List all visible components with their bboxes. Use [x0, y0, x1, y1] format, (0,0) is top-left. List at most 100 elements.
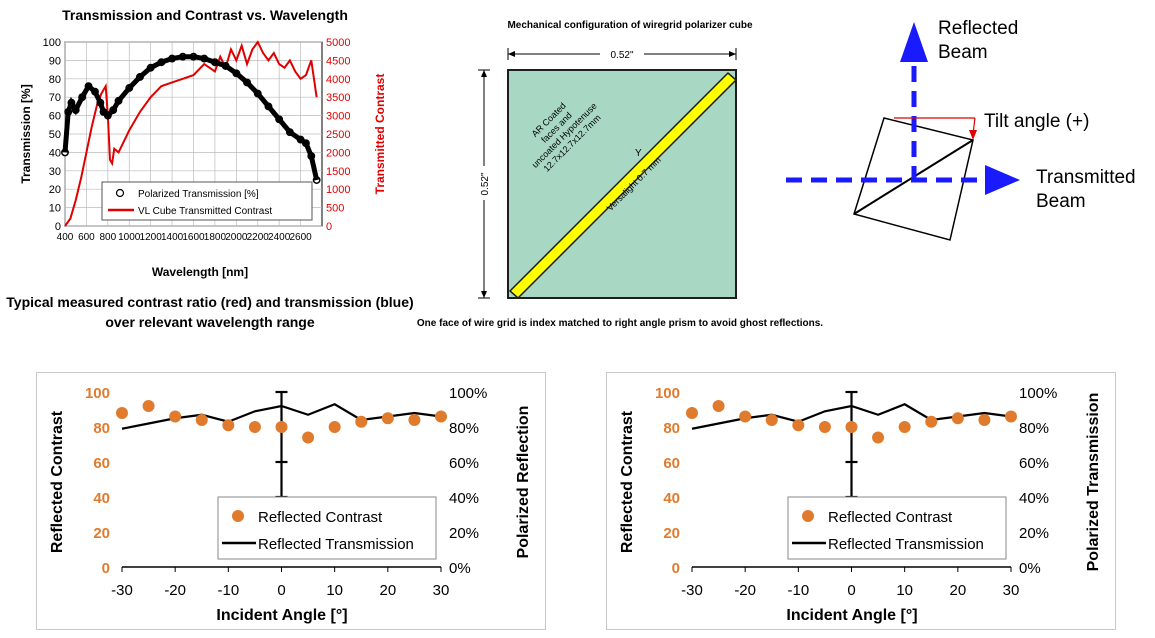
transmission-angle-chart: 0 20 40 60 80 100 0% 20% 40% 60% 80% 100% -30 -20 -10 0…	[619, 385, 1102, 624]
y2-tick-label: 20%	[449, 525, 479, 542]
x-tick-label: 20	[379, 582, 396, 599]
legend-label-contrast: Reflected Contrast	[828, 509, 953, 526]
height-label: 0.52"	[480, 172, 491, 195]
y2-tick-label: 100%	[449, 385, 487, 402]
y-tick-label: 0	[672, 560, 680, 577]
contrast-point	[302, 431, 315, 444]
transmission-contrast-chart: Transmission and Contrast vs. Wavelength…	[19, 7, 387, 279]
x-tick-label: 2000	[225, 232, 248, 243]
contrast-point	[765, 414, 778, 426]
x-tick-label: 2400	[268, 232, 291, 243]
x-tick-label: 10	[896, 582, 913, 599]
y2-tick-label: 40%	[1019, 490, 1049, 507]
y2-tick-label: 20%	[1019, 525, 1049, 542]
x-tick-label: 30	[433, 582, 450, 599]
x-tick-label: 1800	[204, 232, 227, 243]
y2-tick-label: 4000	[326, 74, 350, 86]
y-tick-label: 20	[663, 525, 680, 542]
y2-tick-label: 500	[326, 203, 344, 215]
x-tick-label: 400	[57, 232, 74, 243]
contrast-point	[328, 421, 341, 433]
beam-diagram: Reflected Beam Tilt angle (+) Transmitte…	[786, 18, 1136, 241]
contrast-point	[1005, 410, 1017, 423]
spectrum-caption-line2: over relevant wavelength range	[105, 314, 315, 330]
y-tick-label: 80	[663, 420, 680, 437]
y-tick-label: 70	[49, 92, 61, 104]
x-axis-label: Wavelength [nm]	[152, 265, 248, 279]
legend-box	[217, 496, 437, 560]
x-axis-label: Incident Angle [°]	[216, 607, 347, 624]
y2-tick-label: 5000	[326, 37, 350, 49]
x-tick-label: -30	[111, 582, 133, 599]
contrast-point	[712, 400, 725, 412]
y-tick-label: 60	[93, 455, 110, 472]
y2-tick-label: 100%	[1019, 385, 1057, 402]
x-tick-label: -30	[681, 582, 703, 599]
contrast-point	[248, 421, 261, 433]
y-tick-label: 50	[49, 129, 61, 141]
contrast-point	[686, 407, 698, 419]
legend-marker-contrast	[232, 510, 244, 522]
y-tick-label: 40	[49, 147, 61, 159]
y2-axis-label: Polarized Reflection	[515, 406, 532, 559]
tilt-label: Tilt angle (+)	[984, 111, 1089, 132]
contrast-point	[898, 421, 911, 433]
contrast-point	[195, 414, 208, 426]
contrast-point	[818, 421, 831, 433]
y-tick-label: 40	[93, 490, 110, 507]
contrast-point	[978, 414, 991, 426]
y2-tick-label: 40%	[449, 490, 479, 507]
y2-tick-label: 80%	[449, 420, 479, 437]
x-tick-label: 20	[949, 582, 966, 599]
cube-diagram: 0.52" 0.52" Versalight 0.7 mm Y AR Coate…	[476, 47, 738, 300]
legend-label-contrast: Reflected Contrast	[258, 509, 383, 526]
transmitted-label-line1: Transmitted	[1036, 167, 1136, 188]
y2-tick-label: 1500	[326, 166, 350, 178]
transmitted-label-line2: Beam	[1036, 191, 1086, 212]
contrast-point	[116, 407, 128, 419]
x-tick-label: 1000	[118, 232, 141, 243]
legend-label-contrast: VL Cube Transmitted Contrast	[138, 206, 272, 217]
y2-tick-label: 60%	[1019, 455, 1049, 472]
y2-axis-label: Transmitted Contrast	[373, 74, 387, 195]
y2-tick-label: 80%	[1019, 420, 1049, 437]
y-tick-label: 80	[93, 420, 110, 437]
y-tick-label: 20	[93, 525, 110, 542]
x-tick-label: 2200	[247, 232, 270, 243]
x-tick-label: 0	[847, 582, 855, 599]
reflected-label-line1: Reflected	[938, 18, 1018, 39]
y-tick-label: 0	[102, 560, 110, 577]
spectrum-caption: Typical measured contrast ratio (red) an…	[0, 292, 420, 332]
y-tick-label: 100	[85, 385, 110, 402]
y-tick-label: 60	[663, 455, 680, 472]
x-tick-label: -20	[734, 582, 756, 599]
contrast-series-line	[64, 40, 318, 227]
x-tick-label: -10	[217, 582, 239, 599]
contrast-point	[925, 415, 938, 428]
y2-tick-label: 2500	[326, 129, 350, 141]
y-tick-label: 30	[49, 166, 61, 178]
width-label: 0.52"	[610, 50, 633, 61]
contrast-point	[275, 421, 288, 433]
y2-tick-label: 3000	[326, 111, 350, 123]
x-tick-label: 2600	[289, 232, 312, 243]
legend-box	[787, 496, 1007, 560]
cube-caption: One face of wire grid is index matched t…	[416, 318, 824, 329]
legend-marker-contrast	[802, 510, 814, 522]
grid-marker: Y	[635, 148, 642, 159]
contrast-point	[739, 410, 752, 423]
y-tick-label: 100	[43, 37, 61, 49]
spectrum-caption-line1: Typical measured contrast ratio (red) an…	[6, 294, 414, 310]
y-axis-label: Reflected Contrast	[619, 410, 636, 553]
y-tick-label: 10	[49, 203, 61, 215]
y2-tick-label: 1000	[326, 184, 350, 196]
x-tick-label: -10	[787, 582, 809, 599]
x-axis-label: Incident Angle [°]	[786, 607, 917, 624]
x-tick-label: 800	[99, 232, 116, 243]
reflected-beam-arrowhead	[900, 22, 928, 62]
contrast-point	[169, 410, 182, 423]
cube-title: Mechanical configuration of wiregrid pol…	[507, 20, 753, 31]
reflection-angle-chart: 0 20 40 60 80 100 0% 20% 40% 60% 80% 100% -30 -20 -10 0…	[49, 385, 532, 624]
chart-title: Transmission and Contrast vs. Wavelength	[62, 7, 348, 23]
y-axis-label: Transmission [%]	[19, 84, 33, 183]
